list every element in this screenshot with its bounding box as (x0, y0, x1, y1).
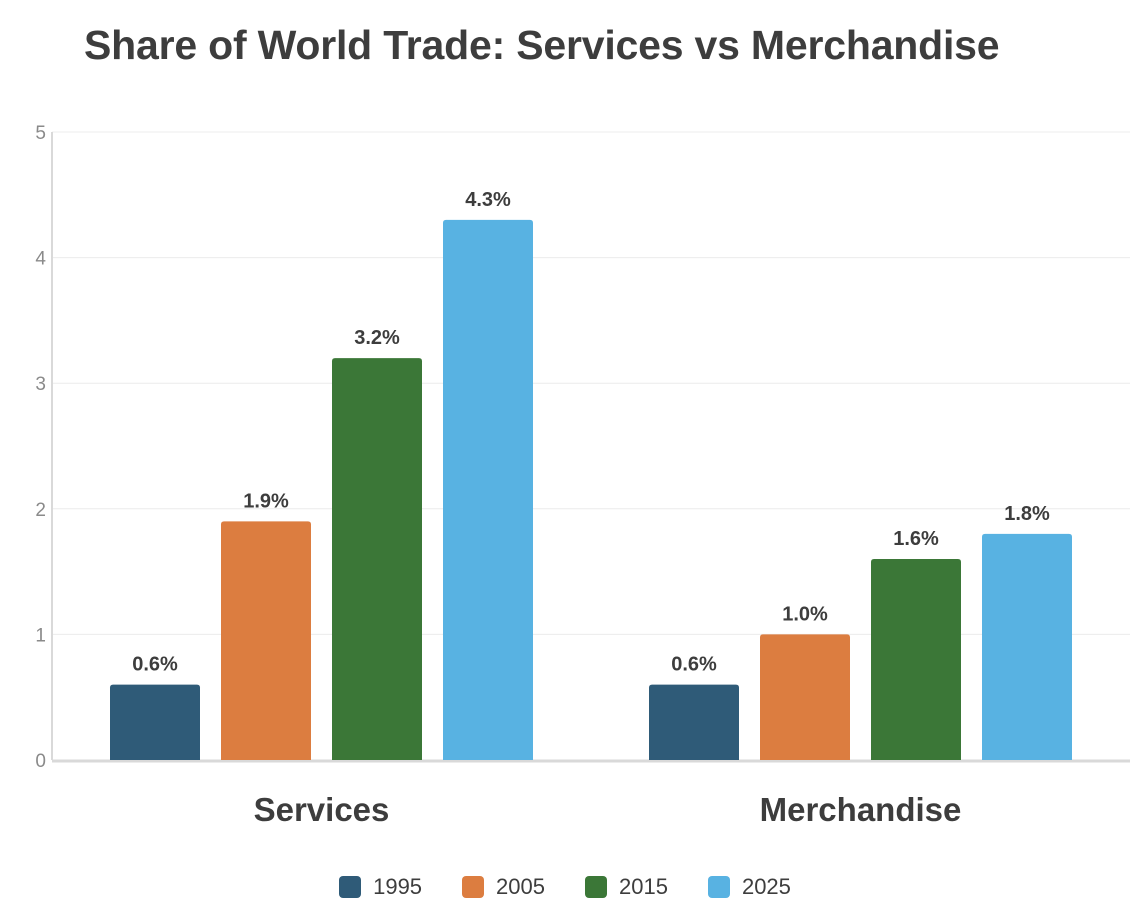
legend-label: 2015 (619, 874, 668, 899)
bar-1995-merchandise (649, 684, 739, 760)
legend-swatch (339, 876, 362, 898)
data-label: 1.8% (1004, 503, 1050, 525)
legend-swatch (462, 876, 485, 898)
data-label: 1.6% (893, 528, 939, 550)
legend-swatch (585, 876, 607, 898)
legend-item[interactable]: 2005 (462, 874, 545, 900)
bar-2025-services (443, 219, 533, 761)
data-label: 4.3% (465, 189, 511, 211)
bar-2005-merchandise (760, 634, 850, 760)
bar-chart: 0 1 2 3 4 5 0.6% 1.9% 3.2% 4.3% Services 0.6% 1.0% 1.… (35, 123, 1130, 828)
bar-2025-merchandise (982, 533, 1072, 760)
y-tick-label: 4 (35, 249, 46, 270)
data-label: 3.2% (354, 327, 400, 349)
bar-2015-services (332, 358, 422, 760)
legend-label: 2025 (741, 874, 791, 899)
x-category-label: Services (254, 791, 390, 828)
legend-item[interactable]: 2015 (585, 874, 668, 900)
chart-legend: 1995 2005 2015 2025 (0, 874, 1130, 900)
data-label: 1.0% (782, 603, 828, 625)
bar-1995-services (110, 684, 200, 760)
legend-item[interactable]: 1995 (339, 874, 422, 900)
bar-2005-services (221, 521, 311, 760)
legend-swatch (707, 876, 730, 898)
legend-label: 1995 (373, 874, 423, 899)
data-label: 1.9% (243, 490, 289, 512)
data-label: 0.6% (671, 654, 717, 676)
y-tick-label: 3 (35, 374, 46, 395)
x-category-label: Merchandise (760, 791, 962, 828)
y-tick-label: 2 (35, 500, 46, 521)
data-label: 0.6% (132, 654, 178, 676)
legend-label: 2005 (496, 874, 545, 899)
y-tick-label: 5 (35, 123, 46, 144)
y-tick-label: 0 (35, 751, 46, 772)
bar-2015-merchandise (871, 559, 961, 760)
y-tick-label: 1 (35, 625, 46, 646)
legend-item[interactable]: 2025 (707, 874, 791, 900)
chart-title: Share of World Trade: Services vs Mercha… (84, 22, 1000, 68)
